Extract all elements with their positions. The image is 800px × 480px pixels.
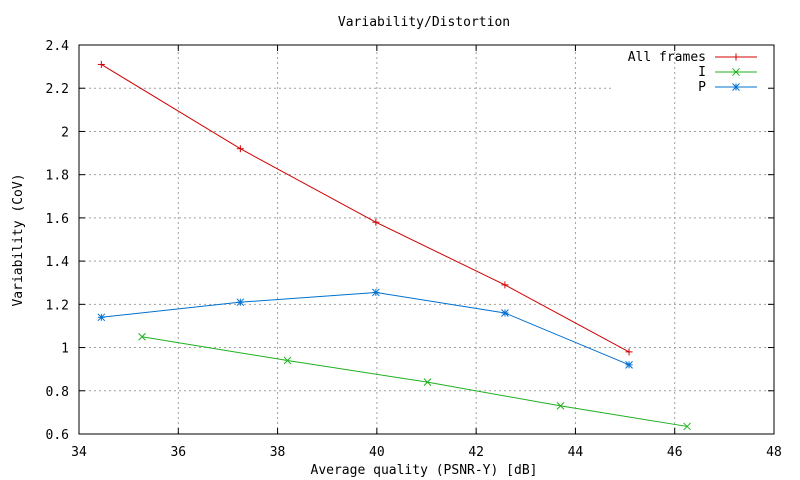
y-tick-label: 0.8	[46, 385, 69, 400]
y-tick-label: 2.2	[46, 82, 69, 97]
legend-marker-all-frames	[732, 53, 740, 61]
legend-label-all-frames: All frames	[628, 50, 706, 65]
series-line-i	[141, 336, 688, 427]
y-tick-label: 0.6	[46, 428, 69, 443]
data-point-all-frames	[236, 145, 244, 153]
data-point-all-frames	[372, 218, 380, 226]
y-tick-label: 1.4	[46, 255, 70, 270]
x-axis-label: Average quality (PSNR-Y) [dB]	[311, 463, 538, 478]
legend-marker-p	[732, 83, 740, 91]
series-line-p	[101, 291, 630, 366]
data-point-all-frames	[625, 348, 633, 356]
y-tick-label: 1.2	[46, 298, 69, 313]
data-point-i	[283, 356, 292, 365]
data-point-p	[97, 313, 106, 322]
data-point-p	[236, 298, 245, 307]
x-tick-label: 48	[766, 445, 782, 460]
data-point-all-frames	[97, 60, 105, 68]
x-tick-label: 36	[170, 445, 186, 460]
legend-label-i: I	[698, 65, 706, 80]
chart-title: Variability/Distortion	[338, 15, 510, 30]
ticks: 34 36 38 40 42 44 46 48 0.6 0.8 1 1.2 1.4 1.6 1.8 2 2.2 2…	[46, 39, 782, 460]
x-tick-label: 42	[468, 445, 484, 460]
y-tick-label: 1.6	[46, 212, 69, 227]
y-tick-label: 2	[61, 125, 69, 140]
data-point-i	[683, 422, 691, 431]
y-axis-label: Variability (CoV)	[11, 173, 26, 306]
series-p	[97, 288, 633, 369]
series-layer	[97, 60, 691, 431]
series-all-frames	[97, 60, 633, 356]
data-point-p	[625, 360, 633, 369]
legend-marker-i	[732, 68, 740, 76]
y-tick-label: 1	[61, 342, 69, 357]
plot-frame	[78, 44, 775, 435]
y-tick-label: 2.4	[46, 39, 70, 54]
x-tick-label: 40	[369, 445, 385, 460]
data-point-p	[372, 288, 380, 297]
grid	[79, 45, 774, 434]
data-point-i	[423, 378, 432, 386]
data-point-p	[501, 309, 509, 317]
x-tick-label: 34	[71, 445, 87, 460]
series-i	[138, 332, 691, 431]
x-tick-label: 44	[568, 445, 584, 460]
data-point-i	[556, 402, 565, 410]
y-tick-label: 1.8	[46, 169, 69, 184]
data-point-i	[138, 332, 146, 341]
data-point-all-frames	[501, 281, 509, 289]
x-tick-label: 38	[270, 445, 286, 460]
x-tick-label: 46	[667, 445, 683, 460]
legend-label-p: P	[698, 80, 706, 95]
